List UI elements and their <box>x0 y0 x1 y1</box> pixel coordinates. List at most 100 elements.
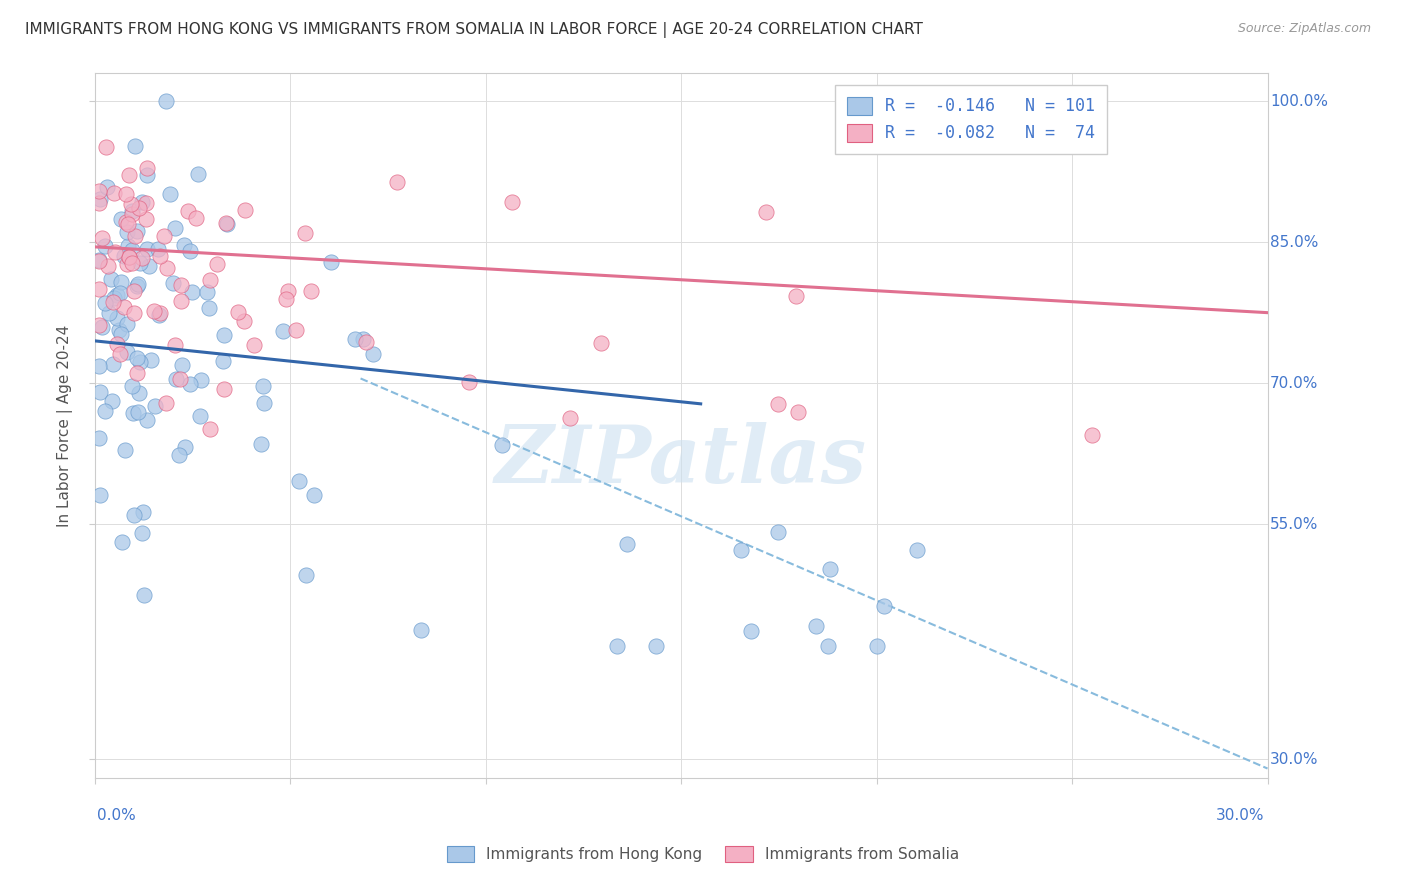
Point <box>87 254 110 268</box>
Point <box>120 197 142 211</box>
Point <box>616 537 638 551</box>
Point <box>139 352 162 367</box>
Point <box>184 211 207 225</box>
Point <box>352 333 374 347</box>
Point <box>132 588 155 602</box>
Point <box>115 187 138 202</box>
Point <box>131 526 153 541</box>
Point <box>89 385 111 400</box>
Point <box>179 376 201 391</box>
Point <box>128 201 150 215</box>
Point <box>188 409 211 424</box>
Point <box>124 229 146 244</box>
Point <box>105 288 128 302</box>
Point <box>107 323 129 337</box>
Point <box>606 640 628 654</box>
Point <box>233 202 256 217</box>
Point <box>170 278 193 293</box>
Point <box>169 372 191 386</box>
Point <box>87 282 110 296</box>
Point <box>117 318 139 332</box>
Point <box>108 286 131 301</box>
Point <box>159 186 181 201</box>
Point <box>817 640 839 654</box>
Point <box>105 337 128 351</box>
Point <box>190 373 212 387</box>
Y-axis label: In Labor Force | Age 20-24: In Labor Force | Age 20-24 <box>58 325 73 526</box>
Point <box>87 318 110 332</box>
Text: 70.0%: 70.0% <box>1270 376 1319 391</box>
Point <box>905 543 928 558</box>
Point <box>96 140 118 154</box>
Point <box>103 186 125 201</box>
Point <box>226 304 249 318</box>
Point <box>94 403 117 417</box>
Point <box>115 345 138 359</box>
Point <box>136 413 159 427</box>
Point <box>87 431 110 445</box>
Point <box>122 284 145 298</box>
Point <box>766 525 789 540</box>
Point <box>215 216 238 230</box>
Point <box>96 180 118 194</box>
Text: ZIPatlas: ZIPatlas <box>495 422 868 500</box>
Point <box>122 508 145 523</box>
Point <box>89 192 111 206</box>
Point <box>730 543 752 558</box>
Text: Source: ZipAtlas.com: Source: ZipAtlas.com <box>1237 22 1371 36</box>
Text: IMMIGRANTS FROM HONG KONG VS IMMIGRANTS FROM SOMALIA IN LABOR FORCE | AGE 20-24 : IMMIGRANTS FROM HONG KONG VS IMMIGRANTS … <box>25 22 924 38</box>
Point <box>288 475 311 489</box>
Point <box>129 355 152 369</box>
Point <box>143 400 166 414</box>
Point <box>128 256 150 270</box>
Point <box>101 295 124 310</box>
Point <box>170 293 193 308</box>
Point <box>252 379 274 393</box>
Point <box>135 168 157 182</box>
Text: 85.0%: 85.0% <box>1270 235 1319 250</box>
Point <box>122 306 145 320</box>
Point <box>156 260 179 275</box>
Point <box>250 437 273 451</box>
Point <box>93 239 115 253</box>
Point <box>179 244 201 259</box>
Point <box>174 440 197 454</box>
Point <box>243 338 266 352</box>
Point <box>294 226 316 240</box>
Point <box>110 212 132 227</box>
Point <box>112 300 135 314</box>
Point <box>645 640 668 654</box>
Point <box>104 245 127 260</box>
Point <box>100 393 122 408</box>
Point <box>110 275 132 289</box>
Point <box>162 276 184 290</box>
Point <box>411 623 433 637</box>
Point <box>115 215 138 229</box>
Point <box>112 249 135 263</box>
Point <box>232 313 254 327</box>
Point <box>100 272 122 286</box>
Point <box>274 292 297 306</box>
Text: 30.0%: 30.0% <box>1270 752 1319 766</box>
Point <box>121 379 143 393</box>
Point <box>135 242 157 256</box>
Legend: Immigrants from Hong Kong, Immigrants from Somalia: Immigrants from Hong Kong, Immigrants fr… <box>440 839 966 868</box>
Point <box>285 323 308 337</box>
Point <box>170 358 193 372</box>
Point <box>458 376 481 390</box>
Point <box>155 94 177 108</box>
Point <box>121 204 143 219</box>
Point <box>253 396 276 410</box>
Point <box>785 288 807 302</box>
Point <box>205 257 228 271</box>
Point <box>361 347 384 361</box>
Point <box>117 225 139 239</box>
Point <box>277 284 299 298</box>
Point <box>117 250 139 264</box>
Point <box>136 161 159 175</box>
Point <box>115 256 138 270</box>
Point <box>165 338 187 352</box>
Point <box>740 624 762 639</box>
Point <box>110 347 132 361</box>
Point <box>96 259 118 273</box>
